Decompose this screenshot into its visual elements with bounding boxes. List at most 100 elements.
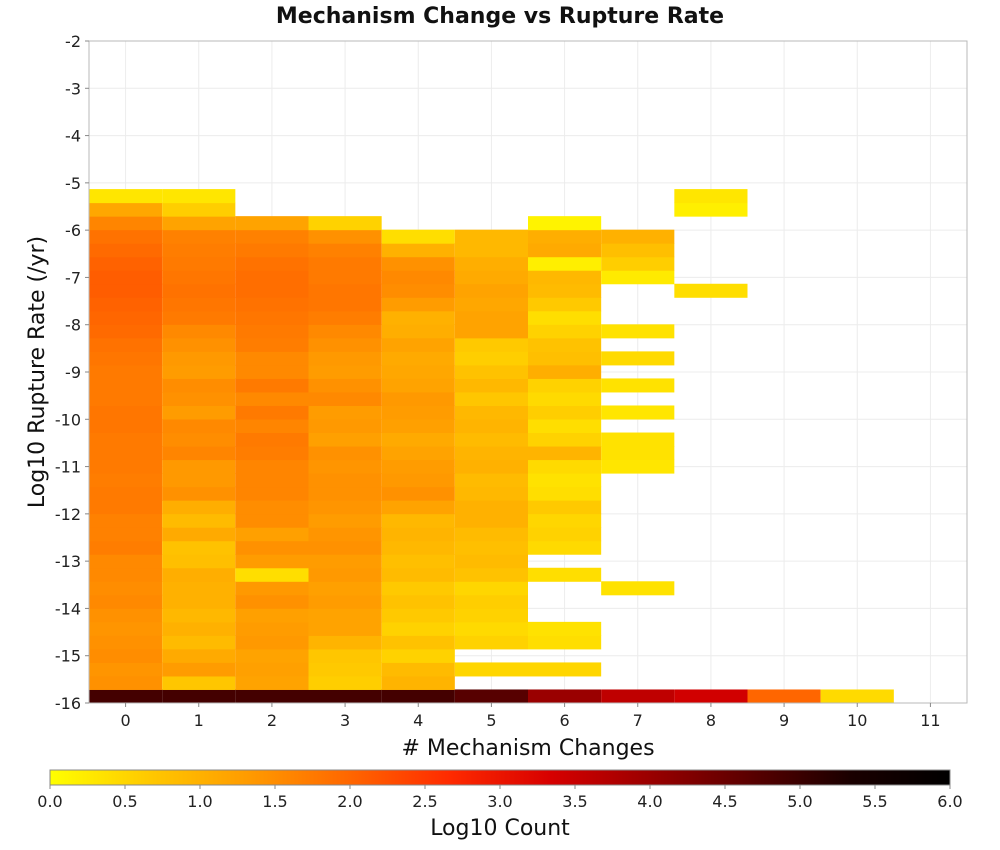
heatmap-cell [89, 540, 163, 555]
heatmap-cell [89, 473, 163, 488]
heatmap-cell [308, 378, 382, 393]
heatmap-cell [308, 256, 382, 271]
heatmap-cell [235, 662, 309, 677]
colorbar-ticks: 0.0 0.5 1.0 1.5 2.0 2.5 3.0 3.5 4.0 4.5 5.0 5.5 6.0 [37, 785, 963, 811]
heatmap-cell [528, 635, 602, 650]
x-tick-label: 9 [779, 711, 789, 730]
heatmap-cell [454, 391, 528, 406]
heatmap-cell [162, 391, 236, 406]
heatmap-cell [601, 405, 675, 420]
heatmap-cell [235, 608, 309, 623]
heatmap-cell [381, 364, 455, 379]
heatmap-cell [162, 527, 236, 542]
heatmap-cell [528, 324, 602, 339]
heatmap-cell [162, 337, 236, 352]
heatmap-cell [162, 608, 236, 623]
heatmap-cell [308, 540, 382, 555]
heatmap-cell [162, 419, 236, 434]
heatmap-cell [162, 256, 236, 271]
heatmap-cell [235, 689, 309, 704]
heatmap-cell [381, 351, 455, 366]
heatmap-cell [162, 675, 236, 690]
heatmap-cell [601, 459, 675, 474]
heatmap-cell [89, 337, 163, 352]
heatmap-cell [528, 446, 602, 461]
heatmap-cell [308, 324, 382, 339]
heatmap-cell [162, 297, 236, 312]
heatmap-cell [454, 608, 528, 623]
heatmap-cell [162, 554, 236, 569]
heatmap-cell [235, 391, 309, 406]
heatmap-cell [308, 554, 382, 569]
heatmap-cell [235, 256, 309, 271]
x-tick-label: 8 [706, 711, 716, 730]
y-tick-label: -7 [65, 268, 81, 287]
heatmap-cell [381, 527, 455, 542]
heatmap-cell [528, 310, 602, 325]
heatmap-cell [601, 229, 675, 244]
heatmap-cell [235, 594, 309, 609]
heatmap-cell [162, 405, 236, 420]
heatmap-cell [89, 648, 163, 663]
heatmap-cell [601, 243, 675, 258]
colorbar-label: Log10 Count [430, 816, 570, 841]
heatmap-cell [162, 689, 236, 704]
heatmap-cell [89, 189, 163, 204]
y-tick-label: -10 [55, 410, 81, 429]
heatmap-cell [601, 378, 675, 393]
heatmap-cell [601, 351, 675, 366]
heatmap-cell [89, 513, 163, 528]
y-tick-label: -5 [65, 174, 81, 193]
heatmap-cell [454, 324, 528, 339]
heatmap-cell [89, 324, 163, 339]
heatmap-cell [162, 216, 236, 231]
heatmap-cell [454, 405, 528, 420]
heatmap-cell [89, 243, 163, 258]
heatmap-cell [89, 486, 163, 501]
heatmap-cell [308, 675, 382, 690]
heatmap-cell [674, 283, 748, 298]
heatmap-cell [381, 675, 455, 690]
heatmap-cell [454, 689, 528, 704]
colorbar-tick-label: 2.0 [337, 792, 362, 811]
heatmap-cell [454, 473, 528, 488]
heatmap-cell [162, 581, 236, 596]
y-tick-label: -11 [55, 458, 81, 477]
y-tick-label: -3 [65, 79, 81, 98]
heatmap-cell [89, 527, 163, 542]
colorbar-tick-label: 5.0 [787, 792, 812, 811]
x-tick-label: 1 [194, 711, 204, 730]
colorbar-tick-label: 3.5 [562, 792, 587, 811]
heatmap-cell [454, 581, 528, 596]
heatmap-cell [528, 473, 602, 488]
heatmap-cells [89, 189, 894, 704]
heatmap-cell [528, 283, 602, 298]
heatmap-cell [89, 689, 163, 704]
heatmap-cell [162, 513, 236, 528]
heatmap-cell [162, 635, 236, 650]
y-tick-label: -13 [55, 552, 81, 571]
heatmap-cell [89, 621, 163, 636]
heatmap-cell [89, 310, 163, 325]
heatmap-cell [308, 297, 382, 312]
colorbar-tick-label: 4.5 [712, 792, 737, 811]
colorbar-tick-label: 5.5 [862, 792, 887, 811]
heatmap-cell [162, 621, 236, 636]
heatmap-cell [162, 648, 236, 663]
heatmap-cell [454, 500, 528, 515]
heatmap-cell [381, 310, 455, 325]
heatmap-cell [308, 608, 382, 623]
heatmap-cell [528, 378, 602, 393]
heatmap-cell [89, 283, 163, 298]
heatmap-cell [454, 351, 528, 366]
heatmap-cell [308, 432, 382, 447]
heatmap-cell [308, 513, 382, 528]
heatmap-cell [674, 202, 748, 217]
y-tick-label: -14 [55, 599, 81, 618]
heatmap-cell [454, 337, 528, 352]
heatmap-cell [235, 554, 309, 569]
heatmap-cell [381, 473, 455, 488]
heatmap-cell [89, 432, 163, 447]
colorbar-tick-label: 1.0 [187, 792, 212, 811]
heatmap-cell [308, 500, 382, 515]
